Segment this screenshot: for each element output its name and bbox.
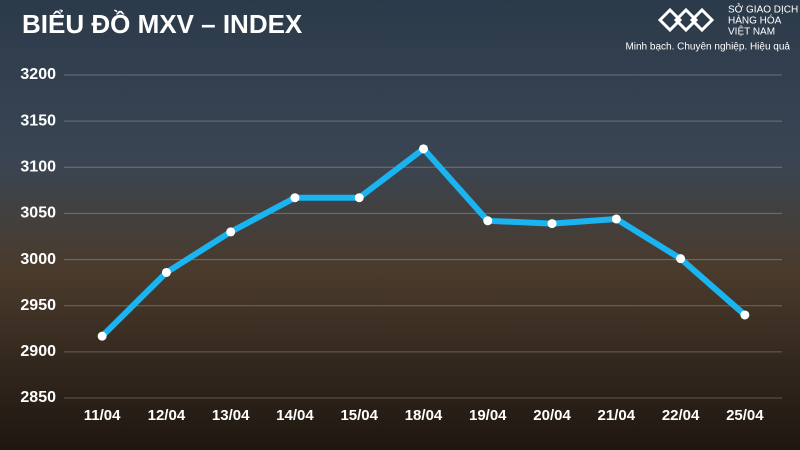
y-tick-label: 3200	[20, 66, 56, 83]
logo-text: VIỆT NAM	[728, 25, 775, 38]
point	[611, 214, 621, 224]
point	[226, 227, 236, 237]
logo-slogan: Minh bạch. Chuyên nghiệp. Hiệu quả	[625, 42, 790, 53]
x-tick-label: 25/04	[726, 407, 764, 424]
point	[547, 219, 557, 229]
point	[676, 254, 686, 264]
x-tick-label: 15/04	[340, 407, 378, 424]
y-tick-label: 2950	[20, 297, 56, 314]
x-tick-label: 21/04	[598, 407, 636, 424]
x-tick-label: 12/04	[148, 407, 186, 424]
x-tick-label: 14/04	[276, 407, 314, 424]
x-tick-label: 22/04	[662, 407, 700, 424]
point	[97, 331, 107, 341]
chart-title: BIỂU ĐỒ MXV – INDEX	[22, 9, 303, 39]
x-tick-label: 19/04	[469, 407, 507, 424]
point	[290, 193, 300, 203]
point	[419, 144, 428, 154]
y-tick-label: 3050	[20, 205, 56, 222]
point	[740, 310, 750, 320]
point	[354, 193, 364, 203]
logo-text: HÀNG HÓA	[728, 14, 782, 27]
y-tick-label: 2900	[20, 343, 56, 360]
point	[161, 267, 171, 277]
y-tick-label: 3100	[20, 159, 56, 176]
logo-icon	[657, 7, 715, 33]
y-tick-label: 3150	[20, 112, 56, 129]
point	[483, 216, 493, 226]
x-tick-label: 18/04	[405, 407, 443, 424]
logo-text: SỞ GIAO DỊCH	[728, 3, 798, 16]
y-tick-label: 2850	[20, 389, 56, 406]
x-tick-label: 20/04	[533, 407, 571, 424]
x-tick-label: 11/04	[84, 407, 121, 424]
y-tick-label: 3000	[20, 251, 56, 268]
x-tick-label: 13/04	[212, 407, 250, 424]
